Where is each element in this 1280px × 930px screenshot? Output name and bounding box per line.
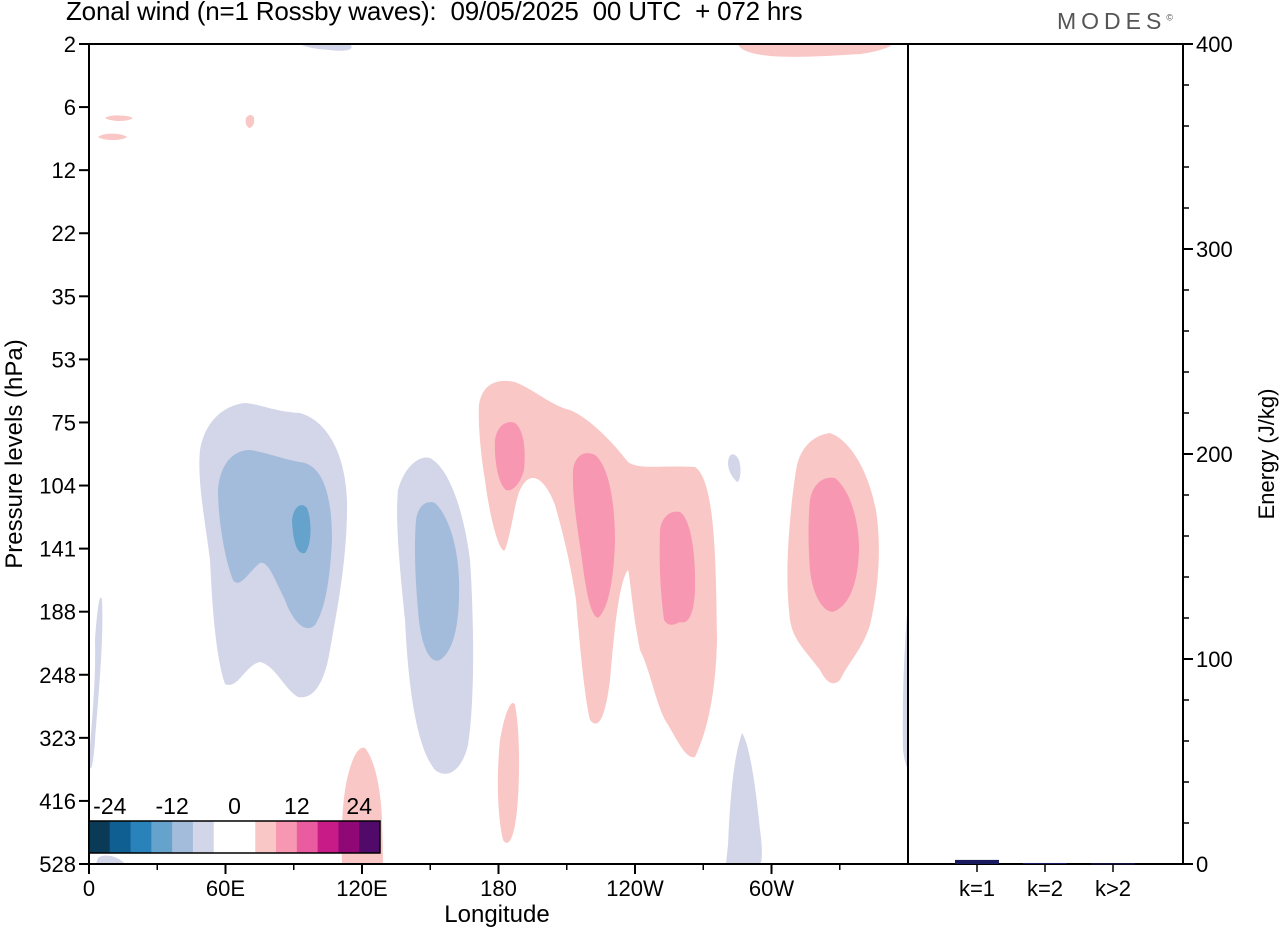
colorbar-swatch [172, 821, 194, 853]
y-tick-label: 6 [64, 95, 76, 120]
colorbar-swatch [296, 821, 319, 853]
y-tick-label: 248 [39, 663, 76, 688]
colorbar-swatch [89, 821, 111, 853]
neg-anomaly-outer [726, 733, 762, 864]
colorbar-swatch [213, 821, 235, 853]
colorbar-label: -24 [93, 793, 126, 819]
colorbar-frame [88, 820, 381, 854]
zonal-wind-field [89, 44, 908, 864]
brand-logo: MODES© [1057, 8, 1173, 35]
x-tick-label: 60E [206, 876, 245, 901]
colorbar-label: 12 [284, 793, 310, 819]
y-tick-label: 75 [52, 410, 76, 435]
pos-anomaly-mid [659, 511, 696, 625]
colorbar-swatch [192, 821, 215, 853]
y-tick-label: 104 [39, 474, 76, 499]
pos-anomaly-mid [572, 453, 615, 618]
neg-anomaly-outer [300, 44, 352, 51]
colorbar-swatch [109, 821, 132, 853]
x-tick-label: 60W [749, 876, 794, 901]
y-tick-label: 323 [39, 726, 76, 751]
y-tick-label: 416 [39, 789, 76, 814]
y-tick-label: 22 [52, 221, 76, 246]
colorbar-label: 0 [228, 793, 241, 819]
neg-anomaly-mid [218, 450, 332, 629]
pos-anomaly-mid [808, 477, 859, 612]
energy-tick-label: 200 [1196, 442, 1233, 467]
energy-tick-label: 400 [1196, 32, 1233, 57]
colorbar-label: 24 [346, 793, 372, 819]
neg-anomaly-outer [902, 600, 908, 770]
chart-title: Zonal wind (n=1 Rossby waves): 09/05/202… [66, 0, 803, 26]
colorbar-swatch [151, 821, 173, 853]
energy-bar-k=1 [955, 859, 999, 864]
energy-axis: 0 100 200 300 400 [1183, 32, 1233, 877]
colorbar: -24 -12 0 12 24 [88, 793, 381, 854]
pos-anomaly-mid [494, 422, 525, 491]
y-axis: 2 6 12 22 35 53 75 104 141 188 248 323 416 528 [39, 32, 89, 877]
y-tick-label: 53 [52, 347, 76, 372]
y-tick-label: 141 [39, 537, 76, 562]
pos-anomaly-outer [105, 115, 133, 121]
colorbar-swatch [255, 821, 277, 853]
pos-anomaly-outer [245, 115, 255, 128]
colorbar-swatch [130, 821, 152, 853]
brand-name: MODES [1057, 8, 1167, 34]
energy-bar-label: k>2 [1095, 876, 1131, 901]
colorbar-swatch [338, 821, 360, 853]
y-tick-label: 528 [39, 852, 76, 877]
x-tick-label: 120E [336, 876, 387, 901]
neg-anomaly-outer [89, 597, 103, 769]
neg-anomaly-core [292, 505, 311, 554]
y-tick-label: 35 [52, 284, 76, 309]
energy-bar-label: k=2 [1027, 876, 1063, 901]
energy-bar-label: k=1 [959, 876, 995, 901]
pos-anomaly-outer [497, 703, 520, 843]
colorbar-label: -12 [156, 793, 189, 819]
energy-axis-label: Energy (J/kg) [1254, 389, 1279, 520]
x-axis-label: Longitude [444, 901, 549, 928]
x-axis: 0 60E 120E 180 120W 60W [83, 864, 841, 901]
y-tick-label: 12 [52, 158, 76, 183]
energy-tick-label: 100 [1196, 647, 1233, 672]
neg-anomaly-outer [96, 855, 125, 864]
energy-tick-label: 300 [1196, 237, 1233, 262]
y-tick-label: 2 [64, 32, 76, 57]
x-tick-label: 0 [83, 876, 95, 901]
energy-bar-k=2 [1023, 862, 1067, 864]
colorbar-swatch [234, 821, 256, 853]
neg-anomaly-mid [414, 502, 460, 661]
energy-bars: k=1 k=2 k>2 [955, 859, 1135, 901]
brand-mark: © [1166, 12, 1173, 23]
colorbar-swatch [317, 821, 339, 853]
neg-anomaly-outer [728, 454, 741, 482]
pos-anomaly-outer [98, 133, 127, 140]
energy-bar-k>2 [1091, 863, 1135, 865]
energy-panel-frame [907, 43, 1184, 865]
pos-anomaly-outer [738, 44, 892, 57]
colorbar-swatch [276, 821, 298, 853]
energy-tick-label: 0 [1196, 852, 1208, 877]
x-tick-label: 120W [606, 876, 664, 901]
colorbar-swatch [359, 821, 381, 853]
y-tick-label: 188 [39, 600, 76, 625]
x-tick-label: 180 [480, 876, 517, 901]
y-axis-label: Pressure levels (hPa) [1, 339, 28, 568]
